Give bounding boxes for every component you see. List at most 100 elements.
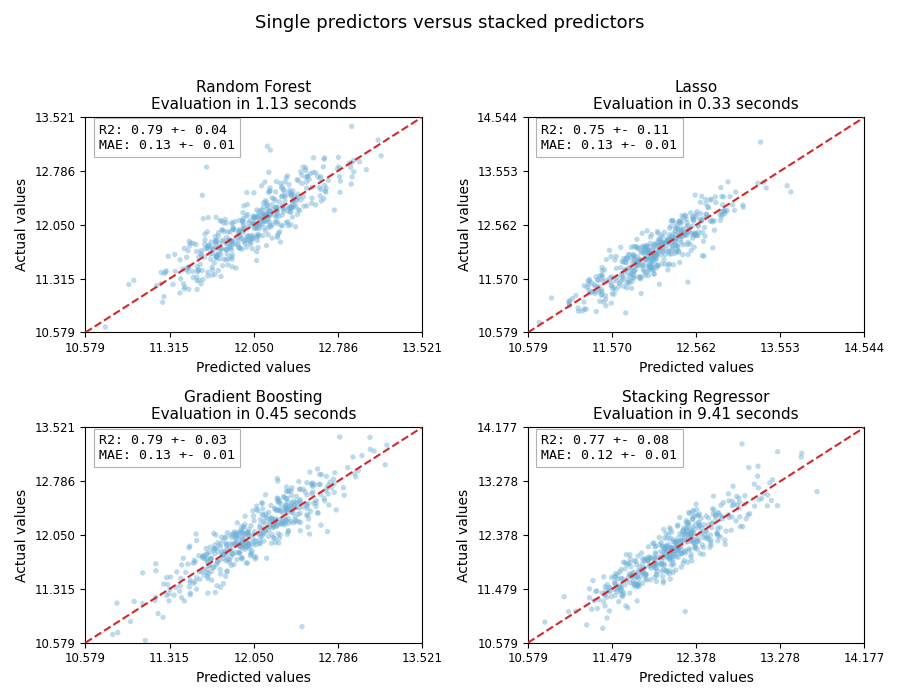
Point bbox=[655, 258, 670, 270]
Point bbox=[619, 257, 634, 268]
Point bbox=[204, 241, 219, 253]
Point bbox=[299, 162, 313, 174]
Point bbox=[623, 550, 637, 561]
Point bbox=[762, 477, 777, 489]
Point bbox=[209, 529, 223, 540]
Point bbox=[239, 187, 254, 198]
Point bbox=[247, 211, 261, 222]
Point bbox=[620, 282, 634, 293]
Point bbox=[669, 551, 683, 562]
Point bbox=[281, 220, 295, 231]
Point bbox=[654, 537, 669, 548]
Point bbox=[630, 572, 644, 583]
Point bbox=[231, 241, 246, 253]
Point bbox=[136, 568, 150, 579]
Title: Lasso
Evaluation in 0.33 seconds: Lasso Evaluation in 0.33 seconds bbox=[593, 80, 799, 112]
Point bbox=[282, 485, 296, 496]
Point bbox=[602, 582, 616, 593]
Point bbox=[629, 571, 643, 582]
Point bbox=[565, 293, 580, 304]
Point bbox=[591, 274, 606, 286]
Point bbox=[271, 475, 285, 486]
Point bbox=[678, 529, 692, 540]
Point bbox=[646, 251, 661, 262]
Point bbox=[110, 598, 124, 609]
Point bbox=[635, 578, 650, 589]
Point bbox=[680, 239, 694, 250]
Point bbox=[735, 199, 750, 211]
Point bbox=[232, 215, 247, 226]
Point bbox=[724, 524, 738, 536]
Point bbox=[178, 567, 193, 578]
Point bbox=[709, 527, 724, 538]
Point bbox=[201, 270, 215, 281]
Point bbox=[284, 188, 299, 199]
Point bbox=[677, 535, 691, 546]
Point bbox=[664, 547, 679, 558]
Point bbox=[583, 287, 598, 298]
Point bbox=[279, 486, 293, 497]
Point bbox=[220, 546, 234, 557]
Point bbox=[205, 265, 220, 276]
Point bbox=[197, 251, 211, 262]
Point bbox=[747, 500, 761, 512]
Point bbox=[661, 264, 675, 275]
Point bbox=[259, 240, 274, 251]
Point bbox=[212, 238, 227, 249]
Point bbox=[665, 237, 680, 248]
Point bbox=[255, 214, 269, 225]
Point bbox=[643, 552, 657, 564]
Point bbox=[203, 542, 218, 553]
Point bbox=[179, 251, 194, 262]
Point bbox=[249, 246, 264, 257]
Point bbox=[278, 518, 293, 529]
Point bbox=[290, 496, 304, 507]
Point bbox=[653, 552, 668, 563]
Point bbox=[609, 251, 624, 262]
Point bbox=[725, 199, 740, 210]
Point bbox=[687, 230, 701, 241]
Point bbox=[257, 222, 272, 233]
Point bbox=[217, 253, 231, 265]
X-axis label: Predicted values: Predicted values bbox=[196, 671, 311, 685]
Point bbox=[215, 550, 230, 561]
Point bbox=[652, 234, 666, 246]
Point bbox=[220, 540, 234, 551]
Point bbox=[333, 176, 347, 187]
Point bbox=[292, 494, 307, 505]
Point bbox=[633, 271, 647, 282]
Point bbox=[635, 558, 650, 569]
Point bbox=[182, 581, 196, 592]
Point bbox=[209, 559, 223, 570]
Point bbox=[194, 566, 209, 578]
Point bbox=[650, 570, 664, 581]
Point bbox=[270, 216, 284, 227]
Point bbox=[285, 211, 300, 223]
Point bbox=[614, 581, 628, 592]
Point bbox=[647, 251, 662, 262]
Point bbox=[259, 508, 274, 519]
Point bbox=[630, 258, 644, 269]
Point bbox=[608, 576, 622, 587]
Point bbox=[224, 235, 238, 246]
Point bbox=[693, 528, 707, 539]
Point bbox=[270, 202, 284, 213]
Point bbox=[637, 248, 652, 260]
Point bbox=[202, 568, 216, 579]
Point bbox=[606, 283, 620, 294]
Point bbox=[648, 553, 662, 564]
Point bbox=[598, 290, 613, 301]
Point bbox=[310, 463, 325, 475]
Point bbox=[610, 573, 625, 584]
Point bbox=[240, 537, 255, 548]
Text: R2: 0.79 +- 0.04
MAE: 0.13 +- 0.01: R2: 0.79 +- 0.04 MAE: 0.13 +- 0.01 bbox=[99, 124, 235, 152]
Point bbox=[710, 523, 724, 534]
Point bbox=[673, 547, 688, 559]
Point bbox=[275, 202, 290, 213]
Point bbox=[263, 186, 277, 197]
Point bbox=[650, 566, 664, 577]
Point bbox=[220, 554, 235, 566]
Point bbox=[296, 191, 310, 202]
Point bbox=[215, 547, 230, 558]
Point bbox=[239, 557, 254, 568]
